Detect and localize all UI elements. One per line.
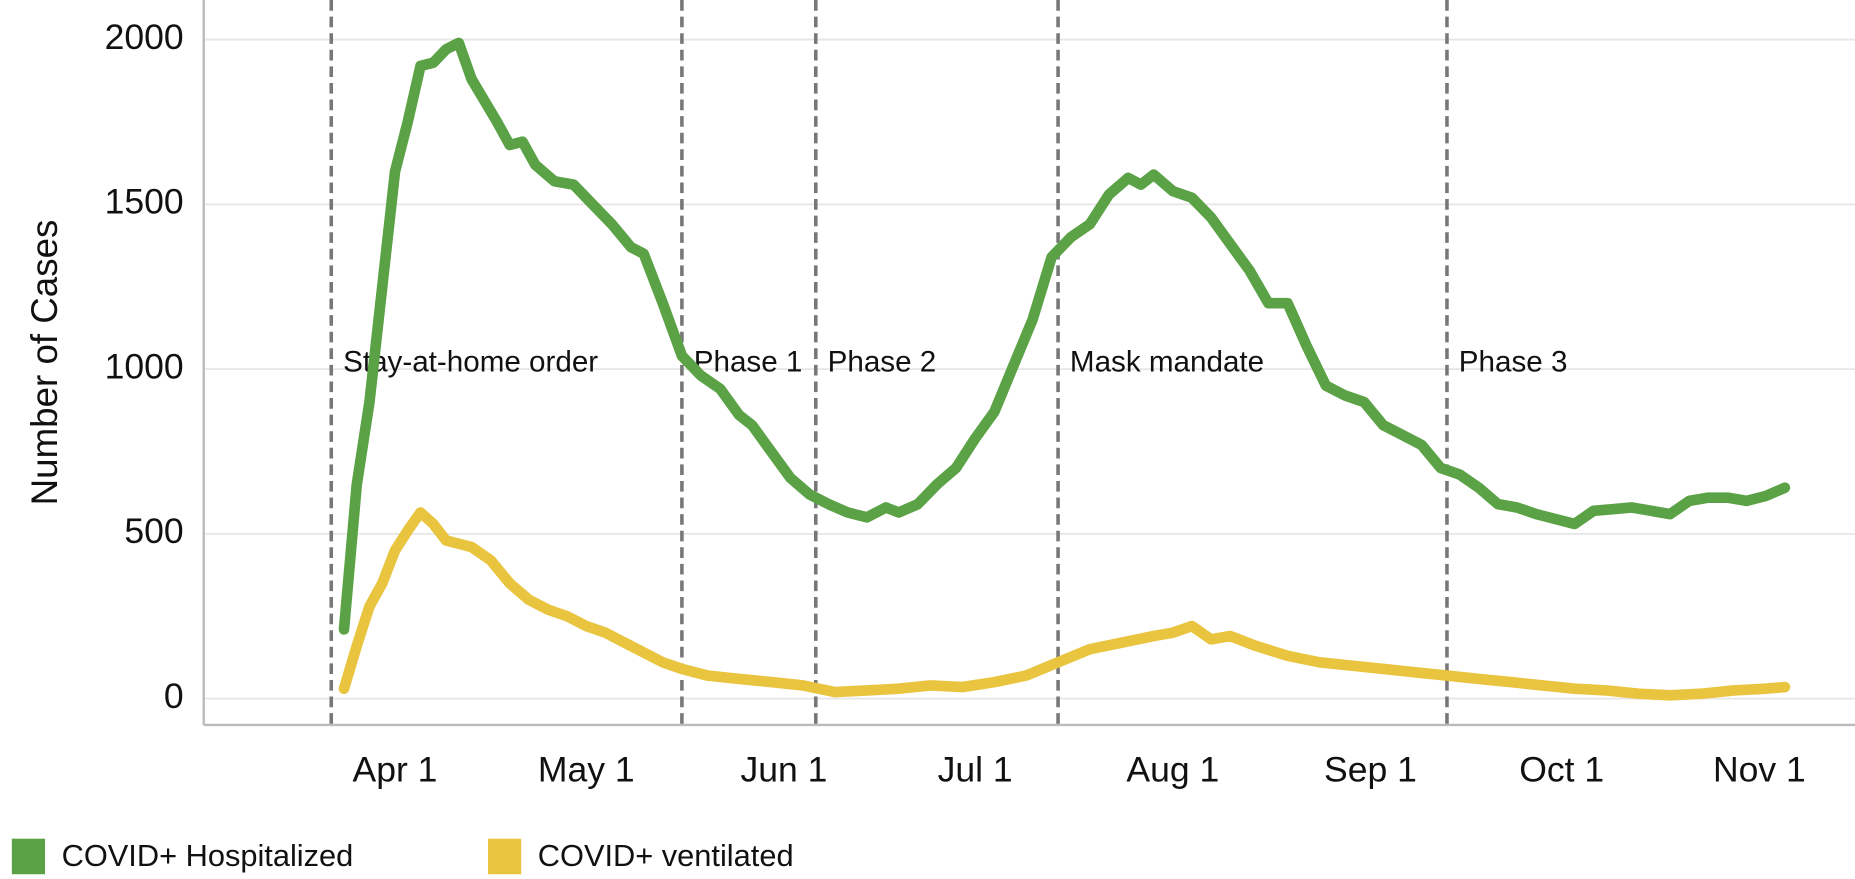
x-tick-label: Sep 1 (1324, 750, 1417, 790)
legend-swatch (11, 838, 46, 875)
y-tick-label: 500 (124, 511, 183, 551)
x-tick-label: Apr 1 (353, 750, 438, 790)
event-label: Phase 2 (828, 346, 937, 379)
legend-label: COVID+ Hospitalized (62, 838, 354, 873)
event-label: Mask mandate (1070, 346, 1264, 379)
x-tick-label: Jun 1 (740, 750, 827, 790)
x-tick-label: Oct 1 (1519, 750, 1604, 790)
event-label: Phase 3 (1459, 346, 1568, 379)
series-line (338, 507, 1791, 701)
y-tick-label: 1000 (105, 346, 184, 386)
x-tick-label: Aug 1 (1126, 750, 1219, 790)
y-axis-label: Number of Cases (24, 220, 65, 506)
x-tick-label: Nov 1 (1713, 750, 1806, 790)
event-label: Phase 1 (694, 346, 803, 379)
x-tick-label: Jul 1 (938, 750, 1013, 790)
y-tick-label: 1500 (105, 182, 184, 222)
event-label: Stay-at-home order (343, 346, 598, 379)
y-tick-label: 0 (164, 676, 184, 716)
legend-label: COVID+ ventilated (538, 838, 794, 873)
y-tick-label: 2000 (105, 17, 184, 57)
x-tick-label: May 1 (538, 750, 635, 790)
series-line (338, 37, 1791, 635)
legend-swatch (488, 838, 522, 875)
